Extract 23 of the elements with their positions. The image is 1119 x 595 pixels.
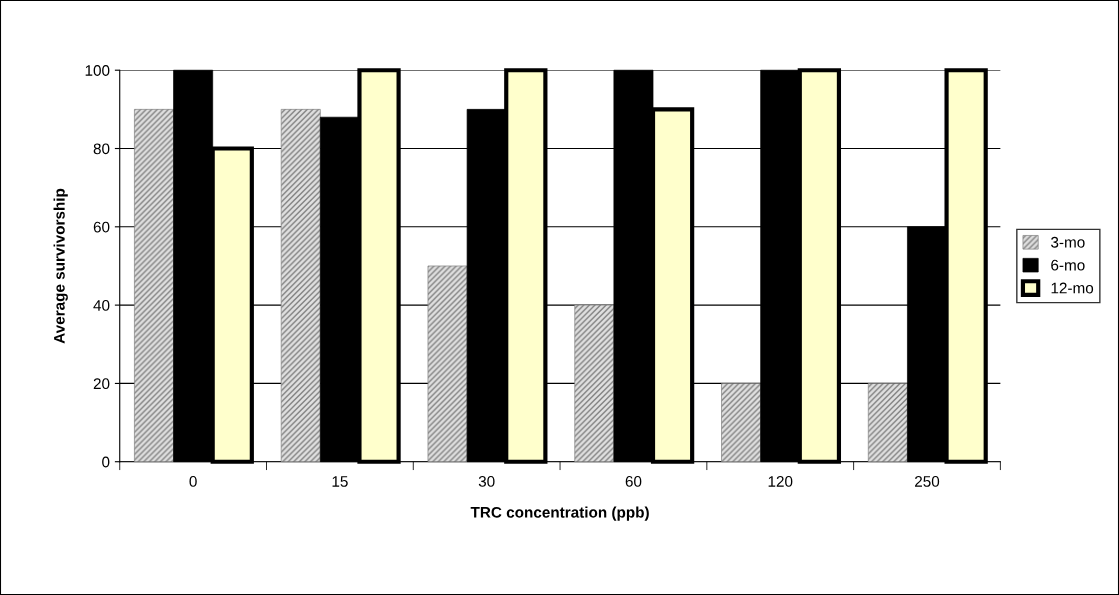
legend-label: 3-mo xyxy=(1051,236,1085,248)
x-tick-label: 250 xyxy=(915,476,940,487)
y-tick-label: 20 xyxy=(93,378,110,390)
bar xyxy=(721,383,761,463)
x-tick-label: 30 xyxy=(478,476,495,487)
y-tick-label: 100 xyxy=(85,65,110,76)
x-tick-label: 15 xyxy=(332,476,348,487)
bar xyxy=(134,109,174,463)
x-tick-label: 0 xyxy=(189,476,197,487)
x-tick-label: 60 xyxy=(625,476,642,487)
legend-label: 12-mo xyxy=(1051,282,1094,294)
x-axis-title: TRC concentration (ppb) xyxy=(470,506,649,521)
x-tick-label: 120 xyxy=(768,476,793,487)
bar xyxy=(280,109,321,463)
bar xyxy=(574,304,615,463)
y-tick-label: 80 xyxy=(93,143,110,155)
y-tick-label: 0 xyxy=(102,456,110,468)
bar xyxy=(867,383,908,463)
bar xyxy=(427,265,468,463)
legend-label: 6-mo xyxy=(1051,259,1085,271)
y-axis-title: Average survivorship xyxy=(53,188,68,344)
y-tick-label: 60 xyxy=(93,221,110,233)
y-tick-label: 40 xyxy=(93,299,110,311)
